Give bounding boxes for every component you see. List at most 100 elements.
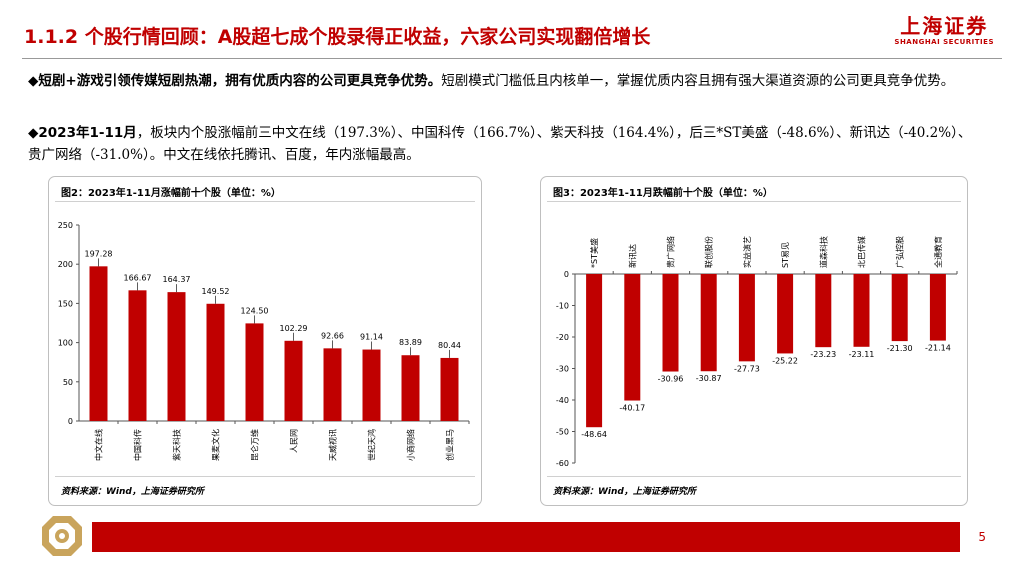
page-number: 5 [978,530,986,544]
data-label: -23.11 [849,350,875,359]
data-label: 197.28 [85,249,113,258]
bar [586,274,603,428]
data-label: 80.44 [438,341,461,350]
bar [89,266,108,421]
paragraph-2: ◆2023年1-11月，板块内个股涨幅前三中文在线（197.3%）、中国科传（1… [28,122,978,166]
paragraph-2-lead: 2023年1-11月 [38,125,137,141]
y-tick-label: -10 [556,302,569,311]
x-tick-label: 全通教育 [933,236,943,268]
bar [738,274,755,362]
chart-title: 图2：2023年1-11月涨幅前十个股（单位：%） [61,188,281,199]
x-tick-label: 人民网 [290,429,299,453]
panel-divider [55,476,475,477]
y-tick-label: 250 [58,221,73,230]
bullet-icon: ◆ [28,73,39,89]
x-tick-label: 联创股份 [704,236,714,268]
bar [777,274,794,354]
chart-panel-losers: 图3：2023年1-11月跌幅前十个股（单位：%） 0 -10 -20 -30 -40 -… [540,176,968,506]
x-tick-label: 中文在线 [94,429,104,461]
chart-panel-gainers: 图2：2023年1-11月涨幅前十个股（单位：%） 0 50 100 150 200 25… [48,176,482,506]
data-label: -30.96 [658,375,684,384]
bar [853,274,870,347]
logo-text-cn: 上海证券 [900,14,989,38]
brand-logo: 上海证券 SHANGHAI SECURITIES [894,14,994,46]
data-label: -30.87 [696,374,722,383]
gainers-chart: 0 50 100 150 200 250 197.28 中文在线 166.67 中国科传 164.3… [58,221,470,461]
x-tick-label: 广弘控股 [895,236,905,268]
x-tick-label: 中国科传 [133,429,143,461]
data-label: -40.17 [619,404,645,413]
x-tick-label: 昆仑万维 [250,429,260,461]
bar [245,323,264,421]
panel-divider [55,201,475,202]
data-label: 83.89 [399,338,422,347]
y-tick-label: 100 [58,339,73,348]
losers-chart: 0 -10 -20 -30 -40 -50 -60 -48.64 *ST美盛 -40.17 新讯达 -… [556,236,958,468]
x-tick-label: ST易见 [781,242,790,268]
bar [662,274,679,372]
bar [815,274,832,348]
data-label: 91.14 [360,333,383,342]
x-tick-label: 新讯达 [627,244,637,268]
data-label: 164.37 [163,275,191,284]
x-tick-label: 道森科技 [818,236,828,268]
x-tick-label: 世纪天鸿 [367,429,377,461]
bar [323,348,342,421]
x-tick-label: 创业黑马 [445,429,455,461]
y-tick-label: -50 [556,428,569,437]
panel-divider [547,201,961,202]
data-label: 92.66 [321,331,344,340]
data-label: 149.52 [202,287,230,296]
bar [440,357,459,421]
x-tick-label: 实益演艺 [742,236,752,268]
y-tick-label: 150 [58,299,73,308]
y-tick-label: -40 [556,396,569,405]
data-label: -23.23 [810,350,836,359]
x-tick-label: 贵广网络 [666,236,676,268]
y-tick-label: -60 [556,459,569,468]
x-tick-label: 北巴传媒 [857,236,867,268]
bullet-icon: ◆ [28,125,39,141]
footer-bar [92,522,960,552]
data-label: -25.22 [772,356,798,365]
bar [362,349,381,421]
paragraph-1-lead: 短剧+游戏引领传媒短剧热潮，拥有优质内容的公司更具竞争优势。 [38,73,442,89]
chart-title: 图3：2023年1-11月跌幅前十个股（单位：%） [553,188,773,199]
y-tick-label: -30 [556,365,569,374]
bar [929,274,946,341]
data-label: -48.64 [581,430,607,439]
paragraph-1-text: 短剧模式门槛低且内核单一，掌握优质内容且拥有强大渠道资源的公司更具竞争优势。 [441,73,955,89]
data-label: 166.67 [124,273,152,282]
bar [167,292,186,421]
header-divider [22,58,1002,59]
x-tick-label: 小商网络 [406,429,416,461]
bar [284,340,303,421]
chart-source: 资料来源：Wind，上海证券研究所 [61,487,204,497]
paragraph-2-text: ，板块内个股涨幅前三中文在线（197.3%）、中国科传（166.7%）、紫天科技… [28,125,972,163]
company-emblem-icon [42,516,82,556]
bar [891,274,908,342]
bar [700,274,717,372]
y-tick-label: 200 [58,260,73,269]
data-label: 102.29 [280,324,308,333]
bar [206,303,225,421]
data-label: -27.73 [734,364,760,373]
logo-text-en: SHANGHAI SECURITIES [894,38,994,46]
x-tick-label: 紫天科技 [172,429,182,461]
x-tick-label: 天威视讯 [328,429,338,461]
page-title: 1.1.2 个股行情回顾：A股超七成个股录得正收益，六家公司实现翻倍增长 [24,26,651,48]
bar [624,274,641,401]
bar [401,355,420,421]
x-tick-label: 果麦文化 [211,429,221,461]
y-tick-label: -20 [556,333,569,342]
y-tick-label: 50 [63,378,73,387]
y-tick-label: 0 [564,270,569,279]
chart-source: 资料来源：Wind，上海证券研究所 [553,487,696,497]
y-tick-label: 0 [68,417,73,426]
panel-divider [547,476,961,477]
data-label: -21.30 [887,344,913,353]
bar [128,290,147,421]
data-label: -21.14 [925,344,951,353]
x-tick-label: *ST美盛 [589,238,599,268]
data-label: 124.50 [241,306,269,315]
